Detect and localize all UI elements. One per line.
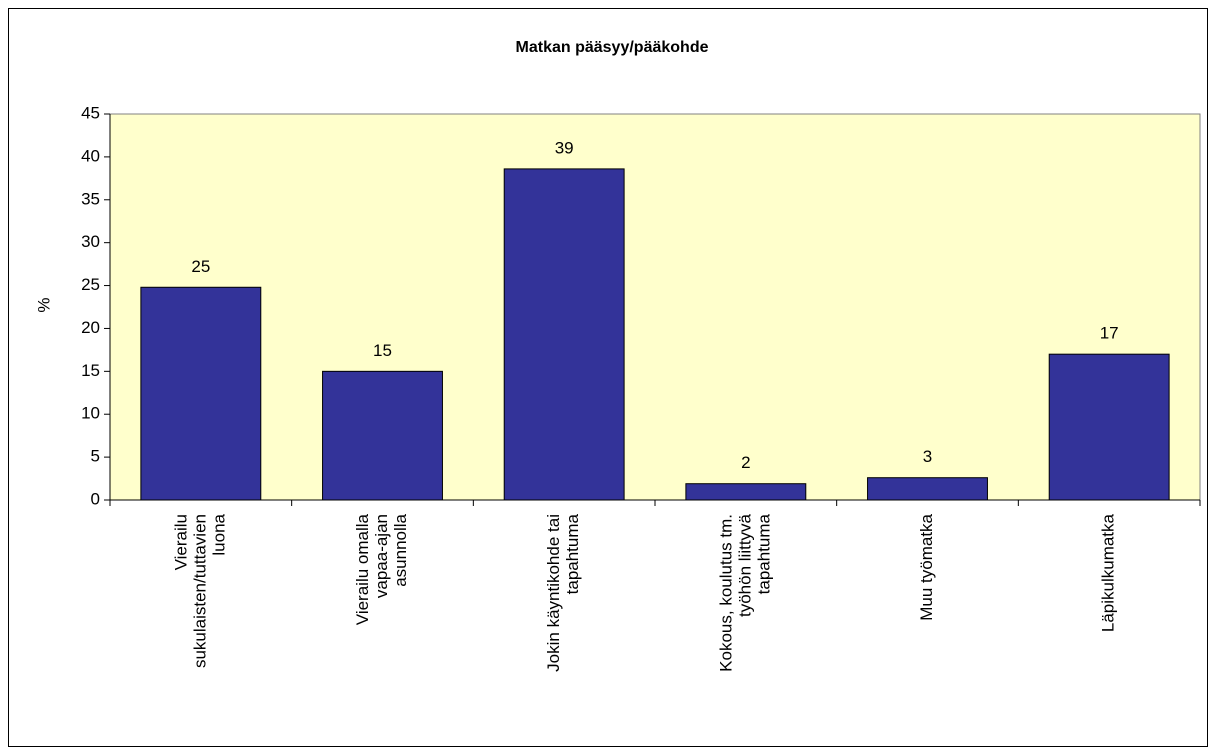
data-label: 15 [373,341,392,360]
x-tick-label: Kokous, koulutus tm. [716,514,735,672]
bar [685,483,807,501]
data-label: 3 [923,447,932,466]
plot-area [109,113,1201,501]
chart-title: Matkan pääsyy/pääkohde [516,39,709,56]
bar [140,286,262,501]
bar [322,370,443,501]
bar [867,477,988,501]
bar [1048,353,1170,501]
x-tick-label: luona [209,513,228,555]
x-tick-label: Vierailu [171,514,190,570]
data-label: 39 [555,138,574,157]
x-tick-label: Läpikulkumatka [1099,513,1118,632]
x-tick-label: tapahtuma [754,513,773,594]
x-tick-label: Vierailu omalla [353,513,372,625]
data-label: 17 [1100,324,1119,343]
y-tick-label: 0 [91,489,100,508]
y-tick-label: 25 [81,275,100,294]
x-tick-label: työhön liittyvä [735,513,754,617]
x-tick-label: Jokin käyntikohde tai [544,514,563,672]
y-tick-label: 40 [81,146,100,165]
y-tick-label: 20 [81,318,100,337]
x-tick-label: tapahtuma [563,513,582,594]
y-tick-label: 35 [81,189,100,208]
y-tick-label: 10 [81,404,100,423]
y-tick-label: 15 [81,361,100,380]
y-axis-label: % [34,297,53,312]
x-tick-label: Muu työmatka [917,513,936,620]
x-tick-label: vapaa-ajan [372,514,391,598]
y-tick-label: 5 [91,447,100,466]
data-label: 25 [191,257,210,276]
bar [503,168,625,501]
y-tick-label: 45 [81,103,100,122]
y-tick-label: 30 [81,232,100,251]
data-label: 2 [741,453,750,472]
x-tick-label: asunnolla [391,513,410,586]
x-tick-label: sukulaisten/tuttavien [190,514,209,668]
